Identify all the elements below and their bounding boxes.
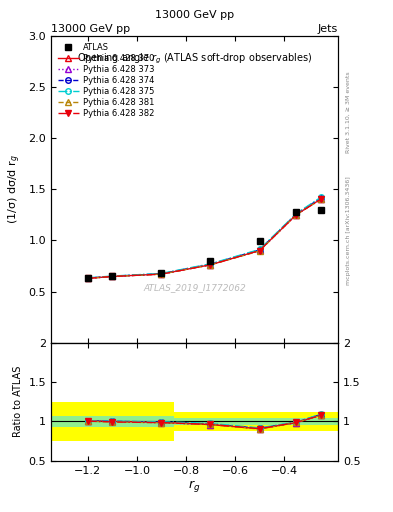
Pythia 6.428 373 (208, 262, 213, 268)
Pythia 6.428 374 (86, 275, 90, 281)
ATLAS (159, 270, 164, 276)
Pythia 6.428 373 (294, 211, 299, 218)
Pythia 6.428 382 (110, 273, 115, 280)
Pythia 6.428 382 (294, 211, 299, 218)
Y-axis label: Ratio to ATLAS: Ratio to ATLAS (13, 366, 23, 437)
Pythia 6.428 373 (257, 247, 262, 253)
Line: Pythia 6.428 374: Pythia 6.428 374 (85, 195, 323, 281)
Pythia 6.428 374 (318, 195, 323, 201)
X-axis label: $r_g$: $r_g$ (188, 478, 201, 495)
Pythia 6.428 382 (318, 196, 323, 202)
Pythia 6.428 374 (257, 247, 262, 253)
Pythia 6.428 375 (86, 275, 90, 281)
Text: Jets: Jets (318, 24, 338, 34)
Pythia 6.428 370 (159, 271, 164, 277)
Pythia 6.428 375 (110, 273, 115, 279)
Y-axis label: (1/σ) dσ/d r$_g$: (1/σ) dσ/d r$_g$ (7, 155, 23, 224)
ATLAS (294, 209, 299, 216)
Text: Opening angle $r_g$ (ATLAS soft-drop observables): Opening angle $r_g$ (ATLAS soft-drop obs… (77, 51, 312, 66)
Pythia 6.428 381 (294, 211, 299, 218)
Pythia 6.428 381 (318, 196, 323, 202)
Pythia 6.428 374 (110, 273, 115, 280)
Pythia 6.428 381 (110, 273, 115, 280)
ATLAS (257, 238, 262, 244)
Pythia 6.428 375 (159, 270, 164, 276)
ATLAS (318, 207, 323, 213)
Line: Pythia 6.428 373: Pythia 6.428 373 (85, 196, 323, 281)
Line: Pythia 6.428 370: Pythia 6.428 370 (85, 196, 323, 281)
Line: Pythia 6.428 381: Pythia 6.428 381 (85, 197, 323, 281)
Pythia 6.428 374 (159, 271, 164, 277)
Pythia 6.428 375 (208, 261, 213, 267)
Pythia 6.428 375 (318, 194, 323, 200)
Line: Pythia 6.428 382: Pythia 6.428 382 (85, 197, 323, 281)
Pythia 6.428 370 (208, 262, 213, 268)
Pythia 6.428 382 (159, 271, 164, 277)
Pythia 6.428 374 (208, 261, 213, 267)
Pythia 6.428 381 (257, 248, 262, 254)
Text: ATLAS_2019_I1772062: ATLAS_2019_I1772062 (143, 283, 246, 292)
Pythia 6.428 382 (208, 262, 213, 268)
Pythia 6.428 381 (86, 275, 90, 282)
Pythia 6.428 370 (110, 273, 115, 280)
Text: mcplots.cern.ch [arXiv:1306.3436]: mcplots.cern.ch [arXiv:1306.3436] (346, 176, 351, 285)
Legend: ATLAS, Pythia 6.428 370, Pythia 6.428 373, Pythia 6.428 374, Pythia 6.428 375, P: ATLAS, Pythia 6.428 370, Pythia 6.428 37… (55, 40, 157, 120)
Line: Pythia 6.428 375: Pythia 6.428 375 (85, 195, 323, 281)
ATLAS (208, 259, 213, 265)
Pythia 6.428 370 (86, 275, 90, 282)
Pythia 6.428 374 (294, 211, 299, 217)
Text: 13000 GeV pp: 13000 GeV pp (51, 24, 130, 34)
Pythia 6.428 373 (318, 196, 323, 202)
ATLAS (110, 273, 115, 279)
Pythia 6.428 381 (208, 262, 213, 268)
Line: ATLAS: ATLAS (84, 206, 324, 281)
Pythia 6.428 370 (294, 211, 299, 218)
Pythia 6.428 370 (257, 247, 262, 253)
Pythia 6.428 382 (86, 275, 90, 282)
Pythia 6.428 381 (159, 271, 164, 277)
Pythia 6.428 375 (294, 210, 299, 217)
Pythia 6.428 373 (86, 275, 90, 282)
Pythia 6.428 373 (159, 271, 164, 277)
Pythia 6.428 373 (110, 273, 115, 280)
Text: 13000 GeV pp: 13000 GeV pp (155, 10, 234, 20)
Text: Rivet 3.1.10, ≥ 3M events: Rivet 3.1.10, ≥ 3M events (346, 72, 351, 154)
Pythia 6.428 370 (318, 196, 323, 202)
Pythia 6.428 382 (257, 247, 262, 253)
Pythia 6.428 375 (257, 246, 262, 252)
ATLAS (86, 275, 90, 281)
